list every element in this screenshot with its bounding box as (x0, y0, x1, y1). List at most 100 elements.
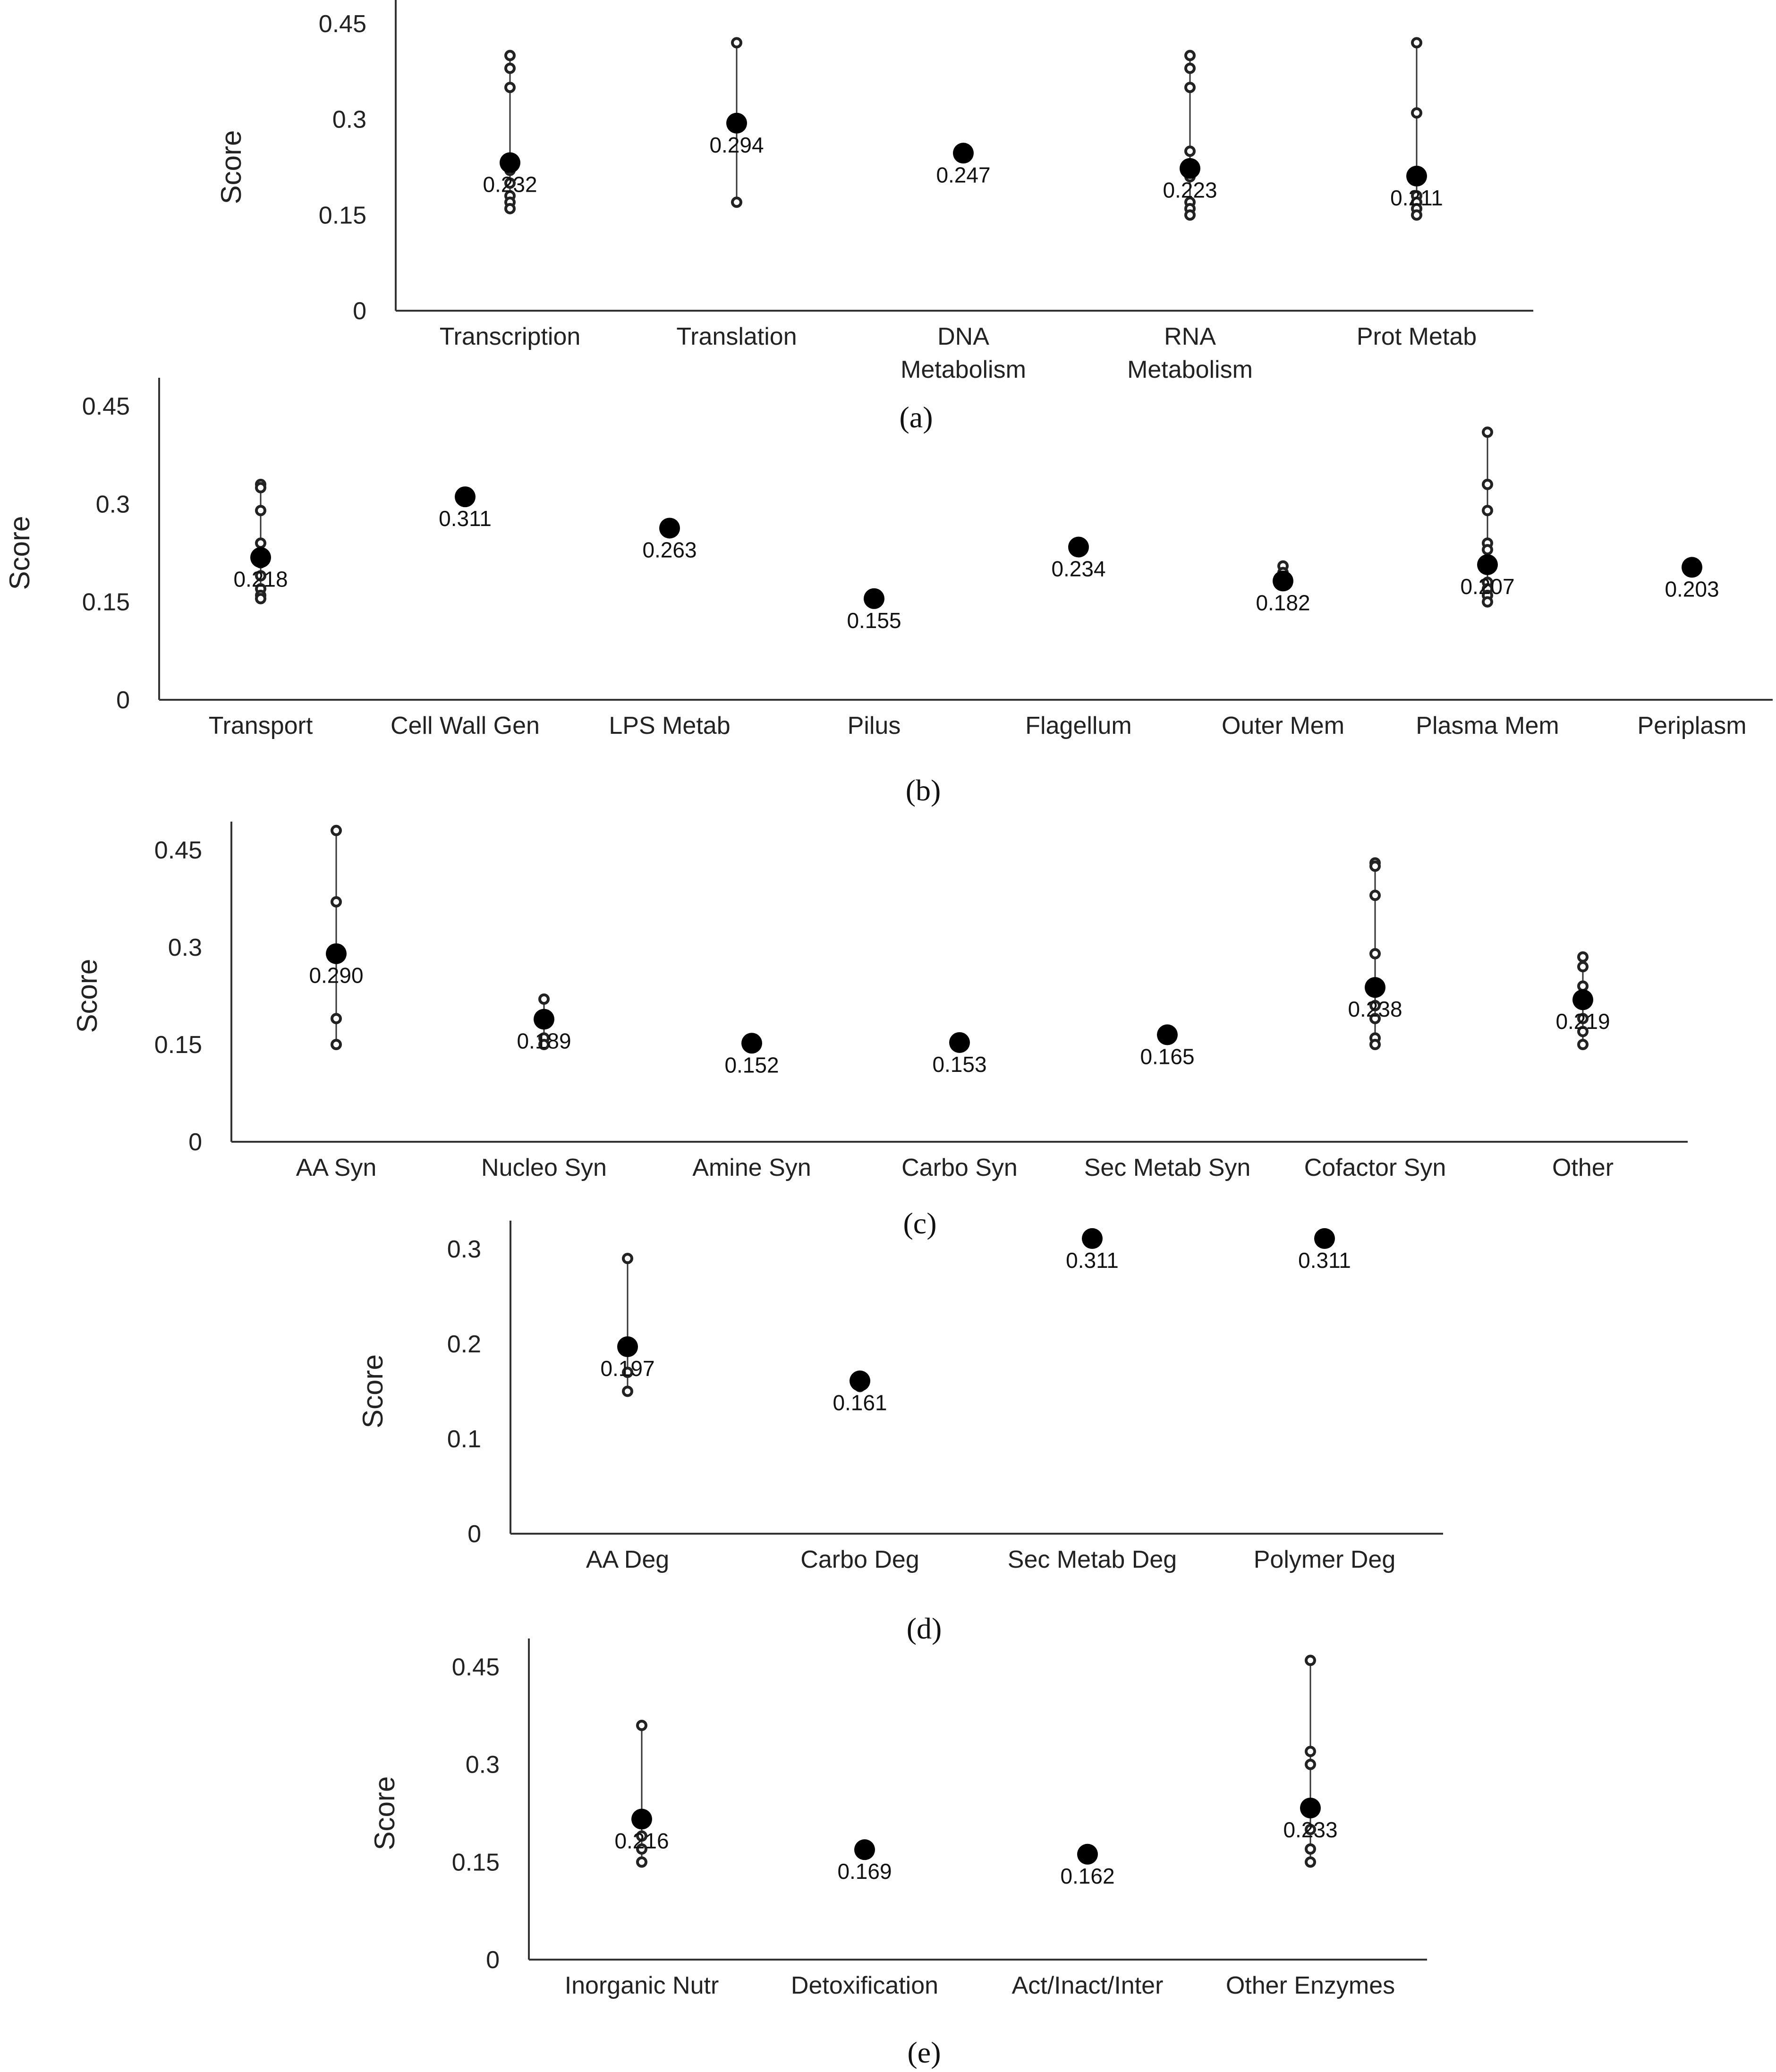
chart-panel-e: 0 0.15 0.3 0.45 Score Inorganic Nutr 0.216 Deto… (369, 1639, 1427, 2069)
sample-point (731, 37, 742, 49)
sample-point (1482, 478, 1493, 490)
x-tick-label: Other Enzymes (1226, 1972, 1395, 1999)
sample-point (255, 482, 266, 493)
sample-point (1411, 37, 1422, 49)
sample-point (622, 1253, 633, 1265)
mean-point (617, 1336, 638, 1358)
y-tick-label: 0.15 (319, 202, 366, 229)
chart-panel-a: 0 0.15 0.3 0.45 Score Transcription 0.232 Trans… (215, 0, 1533, 434)
mean-data-label: 0.211 (1390, 186, 1443, 210)
x-tick-label: Translation (676, 323, 797, 350)
sample-point (1369, 1039, 1381, 1050)
sample-point (1305, 1758, 1316, 1770)
y-axis-title: Score (357, 1354, 389, 1428)
sample-point (255, 537, 266, 549)
mean-data-label: 0.232 (483, 172, 537, 197)
mean-data-label: 0.182 (1256, 590, 1310, 615)
y-tick-label: 0.45 (452, 1654, 500, 1681)
x-tick-label: Transcription (440, 323, 581, 350)
mean-data-label: 0.207 (1460, 574, 1514, 599)
y-tick-label: 0.15 (452, 1849, 500, 1876)
mean-point (500, 152, 520, 173)
y-tick-label: 0 (467, 1520, 481, 1548)
x-tick-label: Cofactor Syn (1304, 1154, 1446, 1181)
panel-caption: (e) (907, 2036, 941, 2069)
mean-data-label: 0.216 (614, 1828, 669, 1853)
sample-point (1411, 209, 1422, 221)
mean-data-label: 0.311 (439, 506, 492, 531)
y-tick-label: 0.2 (447, 1331, 481, 1358)
mean-data-label: 0.162 (1060, 1864, 1114, 1888)
sample-point (538, 993, 550, 1005)
y-tick-label: 0 (353, 297, 366, 325)
mean-point (854, 1839, 875, 1860)
sample-point (331, 896, 342, 908)
mean-point (1077, 1843, 1098, 1865)
mean-data-label: 0.234 (1051, 557, 1105, 581)
x-tick-label: LPS Metab (609, 712, 730, 739)
mean-point (1273, 570, 1293, 592)
chart-panel-c: 0 0.15 0.3 0.45 Score AA Syn 0.290 Nucleo Syn 0.… (71, 822, 1688, 1240)
x-tick-label: Sec Metab Deg (1008, 1546, 1177, 1573)
mean-point (326, 943, 347, 964)
mean-point (455, 486, 476, 508)
sample-point (636, 1830, 647, 1842)
mean-point (864, 588, 884, 609)
y-tick-label: 0 (188, 1129, 202, 1156)
panel-caption: (d) (907, 1612, 942, 1645)
mean-data-label: 0.203 (1665, 577, 1719, 601)
mean-data-label: 0.197 (600, 1356, 654, 1381)
x-tick-label: Outer Mem (1222, 712, 1344, 739)
mean-data-label: 0.189 (517, 1028, 571, 1053)
mean-point (953, 143, 974, 164)
sample-point (255, 505, 266, 517)
sample-point (1577, 951, 1589, 963)
x-tick-label: AA Syn (296, 1154, 377, 1181)
mean-point (659, 518, 680, 539)
panel-caption: (b) (906, 773, 941, 807)
mean-point (1365, 977, 1385, 998)
sample-point (622, 1385, 633, 1397)
x-tick-label: Metabolism (901, 356, 1026, 383)
sample-point (1482, 596, 1493, 608)
sample-point (636, 1856, 647, 1868)
sample-point (1577, 980, 1589, 992)
sample-point (1305, 1655, 1316, 1666)
sample-point (1369, 890, 1381, 901)
y-axis-title: Score (369, 1776, 400, 1851)
sample-point (1577, 1039, 1589, 1050)
sample-point (622, 1367, 633, 1378)
x-tick-label: Flagellum (1025, 712, 1131, 739)
mean-data-label: 0.223 (1163, 178, 1217, 203)
sample-point (1369, 1000, 1381, 1011)
sample-point (1411, 107, 1422, 119)
y-tick-label: 0.1 (447, 1426, 481, 1453)
mean-point (1157, 1024, 1178, 1045)
x-tick-label: Carbo Deg (800, 1546, 919, 1573)
x-tick-label: Periplasm (1637, 712, 1746, 739)
mean-data-label: 0.161 (833, 1390, 887, 1415)
mean-point (850, 1370, 870, 1392)
mean-point (1180, 158, 1200, 179)
mean-point (1314, 1228, 1335, 1249)
mean-point (1572, 989, 1593, 1011)
sample-point (255, 570, 266, 582)
mean-data-label: 0.218 (233, 567, 288, 592)
mean-point (1068, 536, 1089, 558)
chart-panel-b: 0 0.15 0.3 0.45 Score Transport 0.218 Cell Wall… (4, 378, 1773, 807)
mean-data-label: 0.155 (847, 608, 901, 633)
mean-point (1082, 1228, 1103, 1249)
sample-point (1184, 62, 1196, 74)
mean-point (631, 1809, 652, 1830)
y-axis-title: Score (215, 130, 247, 204)
y-tick-label: 0 (116, 687, 130, 714)
mean-point (534, 1009, 554, 1030)
mean-data-label: 0.219 (1555, 1009, 1610, 1034)
sample-point (1184, 50, 1196, 61)
x-tick-label: Pilus (848, 712, 901, 739)
sample-point (1369, 948, 1381, 960)
chart-panel-d: 0 0.1 0.2 0.3 Score AA Deg 0.197 Carbo Deg 0.161… (357, 1221, 1443, 1645)
sample-point (1482, 544, 1493, 556)
x-tick-label: Amine Syn (692, 1154, 811, 1181)
sample-point (1305, 1824, 1316, 1835)
